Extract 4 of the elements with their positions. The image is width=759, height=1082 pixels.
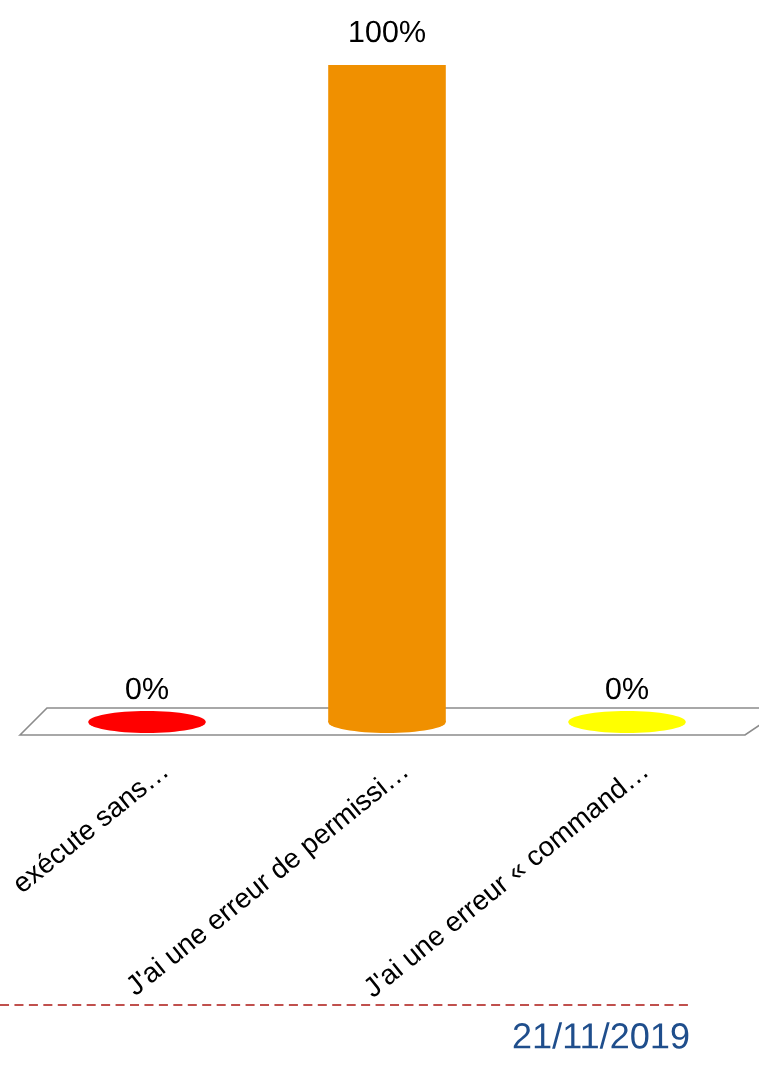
data-label: 100% [350, 20, 425, 43]
data-label: 0% [606, 677, 648, 700]
text: 21/11/2019 [513, 1022, 689, 1049]
data-label: 0% [126, 677, 168, 700]
